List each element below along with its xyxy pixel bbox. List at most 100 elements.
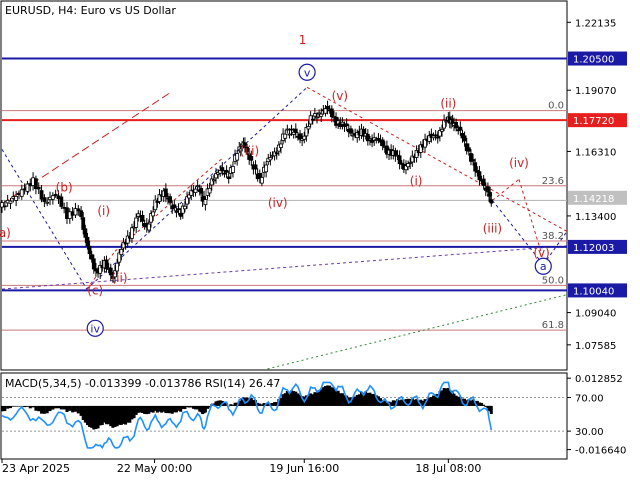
candle-body [36,186,41,190]
macd-histogram-bar [357,394,361,406]
candle-body [81,217,86,230]
level-price-tag [568,283,627,298]
candle-body [338,122,343,127]
candle-body [317,112,322,115]
macd-histogram-bar [147,405,151,414]
candle-body [259,177,264,184]
candle-body [464,143,469,152]
wave-path-red [518,179,543,254]
price-tick-label: 1.19070 [575,86,616,97]
candle-body [268,157,273,161]
macd-histogram-bar [65,405,69,413]
macd-histogram-bar [279,397,283,406]
macd-histogram-bar [434,394,438,406]
time-axis: 23 Apr 2025 22 May 00:00 19 Jun 16:00 18 Ju… [1,459,481,475]
level-price-text: 1.12003 [573,243,614,254]
wave-label-circle [534,257,552,275]
candle-body [477,171,482,181]
macd-label: MACD(5,34,5) -0.013399 -0.013786 RSI(14)… [5,377,280,390]
macd-histogram-bar [11,405,15,407]
macd-histogram-bar [100,405,104,426]
candle-body [163,188,168,198]
candle-body [435,136,440,139]
macd-histogram-bar [187,405,191,408]
macd-tick-label: 30.00 [575,427,604,438]
candle-body [276,144,281,152]
wave-label: a [540,260,547,273]
candle-body [315,116,319,119]
candle-body [8,200,13,204]
macd-histogram-bar [385,402,389,406]
candle-body [458,126,463,131]
macd-histogram-bar [353,396,357,406]
macd-histogram-bar [96,405,100,429]
macd-histogram-bar [326,385,330,406]
macd-histogram-bar [456,396,460,406]
macd-histogram-bar [273,402,277,406]
macd-histogram-bar [368,392,372,406]
macd-histogram-bar [196,405,200,410]
macd-histogram-bar [81,405,85,421]
macd-histogram-bar [203,405,207,413]
macd-histogram-bar [191,405,195,409]
macd-histogram-bar [463,398,467,406]
candle-body [187,194,192,199]
macd-histogram-bar [231,404,235,406]
candle-body [87,245,92,255]
macd-histogram-bar [98,405,102,426]
macd-histogram-bar [313,392,317,406]
price-tick-label: 1.09040 [575,309,616,320]
candle-body [231,166,235,173]
macd-histogram-bar [266,402,270,406]
candle-body [178,212,183,217]
macd-histogram-bar [336,390,340,406]
macd-histogram-bar [54,405,58,409]
macd-histogram-bar [319,389,323,406]
candle-body [155,200,160,203]
macd-histogram-bar [85,405,89,426]
candle-body [427,135,432,142]
macd-histogram-bar [421,400,425,406]
candle-body [289,128,294,131]
candle-body [174,210,179,213]
macd-histogram-bar [436,393,440,406]
macd-histogram-bar [343,395,347,406]
candle-body [222,172,227,175]
macd-histogram-bar [281,394,285,406]
candle-body [433,134,438,137]
time-tick-label: 22 May 00:00 [117,462,192,475]
fib-label: 61.8 [542,320,564,331]
candle-body [304,127,309,137]
candle-body [257,173,262,179]
macd-histogram-bar [183,405,187,410]
fib-label: 50.0 [542,275,564,286]
candle-body [418,144,423,153]
candle-body [488,192,493,196]
macd-histogram-bar [94,405,98,429]
macd-histogram-bar [287,391,291,406]
candle-body [119,248,124,256]
candle-body [79,210,83,217]
channel-line-upper [1,91,172,205]
candle-body [442,119,447,129]
macd-histogram-bar [134,405,138,415]
price-tick-label: 1.22135 [575,18,616,29]
macd-histogram-bar [222,402,226,406]
level-price-tag [568,190,627,205]
macd-histogram-bar [389,402,393,406]
macd-histogram-bar [174,405,178,413]
macd-histogram-bar [31,405,35,408]
candle-body [157,194,162,202]
macd-histogram-bar [162,405,166,412]
candle-body [224,169,229,173]
candle-body [39,190,44,200]
macd-histogram-bar [170,405,174,414]
macd-histogram-bar [115,405,119,427]
candle-body [454,122,459,129]
wave-label: (c) [87,284,103,298]
candle-body [94,268,98,272]
macd-histogram-bar [484,405,488,407]
macd-histogram-bar [290,390,294,406]
candle-body [214,173,218,179]
macd-histogram-bar [102,405,106,423]
